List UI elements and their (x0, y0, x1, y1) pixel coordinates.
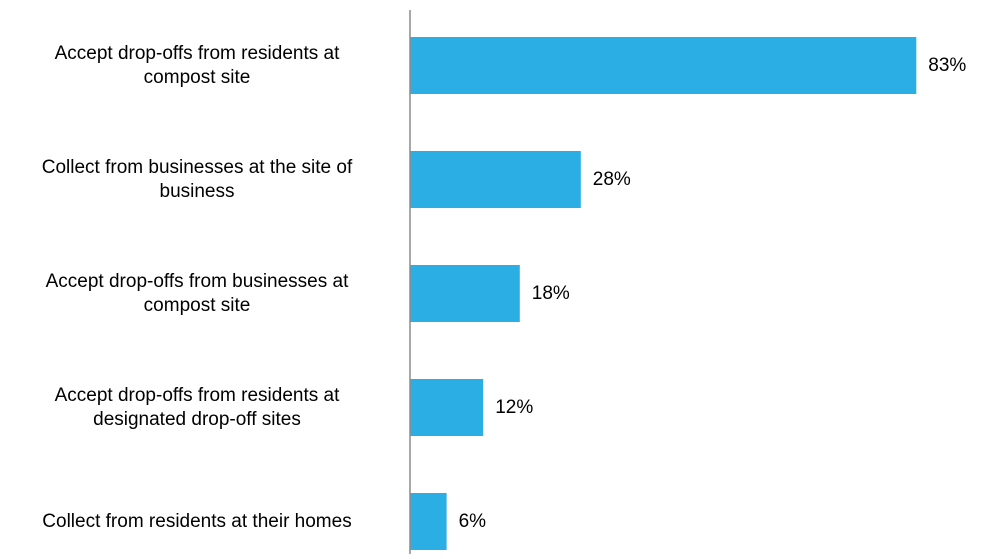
category-label-line: designated drop-off sites (93, 408, 301, 430)
category-label-line: Accept drop-offs from residents at (54, 384, 340, 406)
value-label-3: 18% (531, 282, 570, 304)
category-label-line: Collect from residents at their homes (42, 510, 352, 532)
bar-2 (410, 151, 581, 208)
category-label-1: Accept drop-offs from residents at compos… (2, 42, 392, 90)
category-label-line: compost site (143, 66, 251, 88)
category-label-4: Accept drop-offs from residents at design… (2, 384, 392, 432)
category-label-line: Accept drop-offs from businesses at (45, 270, 349, 292)
category-label-line: compost site (143, 294, 251, 316)
bar-5 (410, 493, 447, 550)
value-label-1: 83% (928, 54, 967, 76)
category-label-5: Collect from residents at their homes (2, 510, 392, 534)
bar-1 (410, 37, 917, 94)
category-label-line: Collect from businesses at the site of (41, 156, 353, 178)
bar-4 (410, 379, 484, 436)
category-label-line: Accept drop-offs from residents at (54, 42, 340, 64)
value-label-5: 6% (458, 510, 487, 532)
category-label-2: Collect from businesses at the site of bu… (2, 156, 392, 204)
value-label-4: 12% (495, 396, 534, 418)
category-label-line: business (159, 180, 235, 202)
bar-3 (410, 265, 520, 322)
value-label-2: 28% (592, 168, 631, 190)
category-label-3: Accept drop-offs from businesses at compo… (2, 270, 392, 318)
